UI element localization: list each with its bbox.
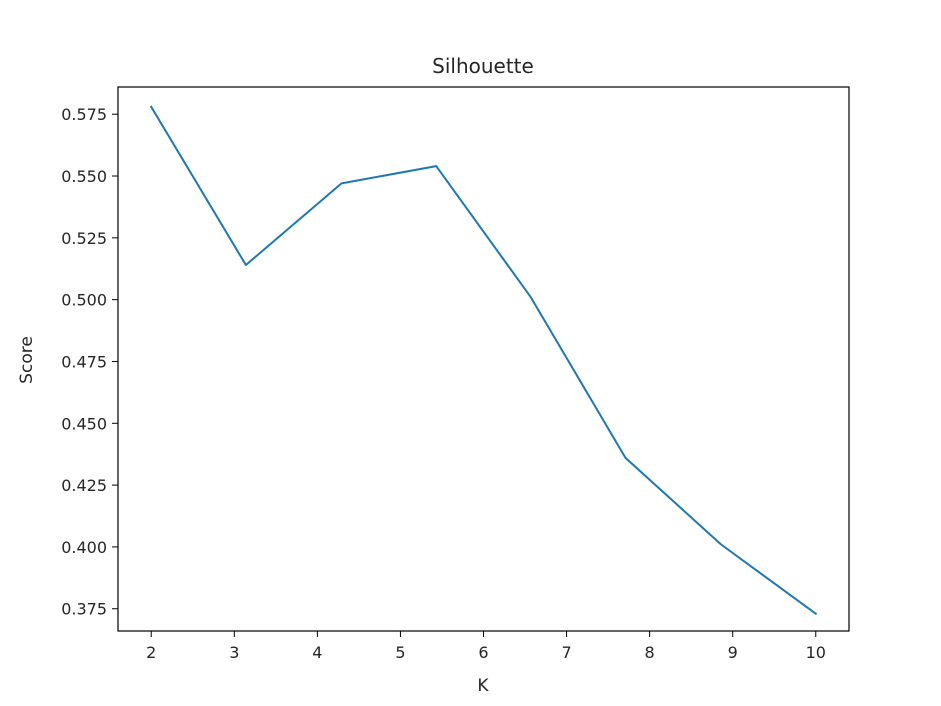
x-tick-label: 6 — [478, 643, 488, 662]
y-tick-label: 0.550 — [61, 167, 107, 186]
y-tick-label: 0.425 — [61, 476, 107, 495]
x-tick-label: 10 — [806, 643, 826, 662]
chart-title: Silhouette — [432, 54, 534, 78]
y-axis-title: Score — [17, 336, 37, 384]
x-tick-label: 4 — [312, 643, 322, 662]
y-tick-label: 0.450 — [61, 414, 107, 433]
y-tick-label: 0.475 — [61, 352, 107, 371]
y-tick-label: 0.375 — [61, 600, 107, 619]
plot-area: 2 3 4 5 6 7 8 9 10 0.375 0.400 0.425 0.450 0.475 0.500… — [61, 86, 850, 662]
x-tick-label: 7 — [561, 643, 571, 662]
plot-frame — [117, 86, 850, 632]
y-tick-label: 0.525 — [61, 229, 107, 248]
x-tick-label: 8 — [645, 643, 655, 662]
series-line-0 — [149, 105, 818, 616]
y-tick-label: 0.500 — [61, 291, 107, 310]
y-tick-label: 0.400 — [61, 538, 107, 557]
x-tick-label: 9 — [728, 643, 738, 662]
x-axis-title: K — [477, 676, 489, 696]
x-tick-label: 3 — [229, 643, 239, 662]
x-tick-label: 2 — [146, 643, 156, 662]
y-tick-label: 0.575 — [61, 105, 107, 124]
x-tick-label: 5 — [395, 643, 405, 662]
